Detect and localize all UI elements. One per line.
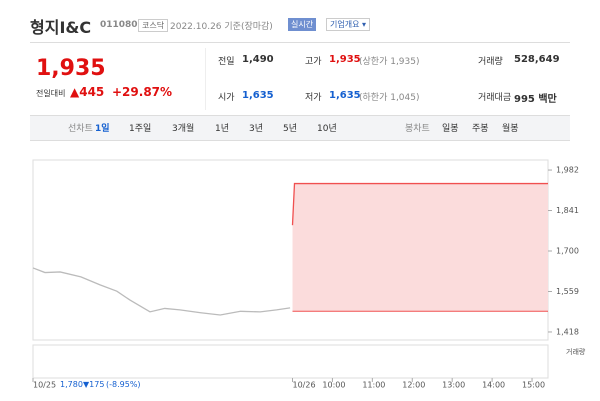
stat-note: (하한가 1,045) — [359, 93, 420, 103]
realtime-button[interactable]: 실시간 — [288, 18, 317, 31]
x-tick-label: 10/26 — [292, 381, 315, 390]
stat-label: 시가 — [218, 93, 235, 103]
divider — [205, 48, 206, 110]
y-tick-label: 1,559 — [556, 287, 579, 296]
stat-value: 528,649 — [514, 54, 560, 65]
stat-value: 1,635 — [329, 90, 361, 101]
y-tick-label: 1,700 — [556, 247, 579, 256]
x-tick-label: 10:00 — [322, 381, 345, 390]
footer-rate: (-8.95%) — [106, 380, 141, 389]
footer-price: 1,780 — [60, 380, 83, 389]
date: 2022.10.26 기준(장마감) — [170, 22, 273, 32]
candle-tab[interactable]: 일봉 — [442, 124, 459, 134]
divider — [30, 42, 570, 43]
change-rate: +29.87% — [112, 85, 173, 99]
stat-label: 거래대금 — [478, 93, 512, 103]
period-tab[interactable]: 1주일 — [129, 124, 152, 134]
market: 코스닥 — [138, 19, 169, 32]
stat-value: 1,935 — [329, 54, 361, 65]
chart: 거래량 1,982 1,841 1,700 1,559 1,418 10/25 10/26 10… — [32, 159, 586, 390]
period-tab[interactable]: 10년 — [317, 124, 337, 134]
footer-change: ▼175 — [83, 380, 105, 389]
current-price: 1,935 — [36, 56, 106, 81]
price-line — [291, 182, 548, 226]
period-tab[interactable]: 1년 — [215, 124, 230, 134]
tab-label: 선차트 — [68, 124, 93, 134]
period-tab[interactable]: 1일 — [95, 124, 110, 134]
tab-label: 봉차트 — [405, 124, 430, 134]
stat-note: (상한가 1,935) — [359, 57, 420, 67]
stat-value: 995 백만 — [514, 94, 557, 105]
y-tick-label: 1,418 — [556, 327, 579, 336]
stat-label: 저가 — [305, 93, 322, 103]
candle-tab[interactable]: 월봉 — [502, 124, 519, 134]
x-tick-label: 11:00 — [362, 381, 385, 390]
stat-label: 거래량 — [478, 57, 503, 67]
tab-bar — [30, 115, 570, 141]
period-tab[interactable]: 3개월 — [172, 124, 195, 134]
period-tab[interactable]: 3년 — [249, 124, 264, 134]
y-tick-label: 1,982 — [556, 166, 579, 175]
x-tick-label: 10/25 — [33, 381, 56, 390]
volume-frame — [32, 344, 549, 379]
company-info-button[interactable]: 기업개요 ▾ — [326, 18, 370, 31]
stock-name: 형지I&C — [30, 18, 92, 37]
x-tick-label: 15:00 — [522, 381, 545, 390]
area — [292, 183, 548, 312]
stat-value: 1,635 — [242, 90, 274, 101]
stock-code: 011080 — [100, 20, 138, 30]
change: ▲445 — [70, 85, 105, 99]
price-line — [32, 267, 291, 316]
period-tab[interactable]: 5년 — [283, 124, 298, 134]
y-tick-label: 1,841 — [556, 206, 579, 215]
x-tick-label: 13:00 — [442, 381, 465, 390]
candle-tab[interactable]: 주봉 — [472, 124, 489, 134]
volume-label: 거래량 — [566, 347, 586, 356]
stat-label: 고가 — [305, 57, 322, 67]
change-label: 전일대비 — [36, 89, 66, 98]
stat-label: 전일 — [218, 57, 235, 67]
x-tick-label: 12:00 — [402, 381, 425, 390]
x-tick-label: 14:00 — [482, 381, 505, 390]
stat-value: 1,490 — [242, 54, 274, 65]
